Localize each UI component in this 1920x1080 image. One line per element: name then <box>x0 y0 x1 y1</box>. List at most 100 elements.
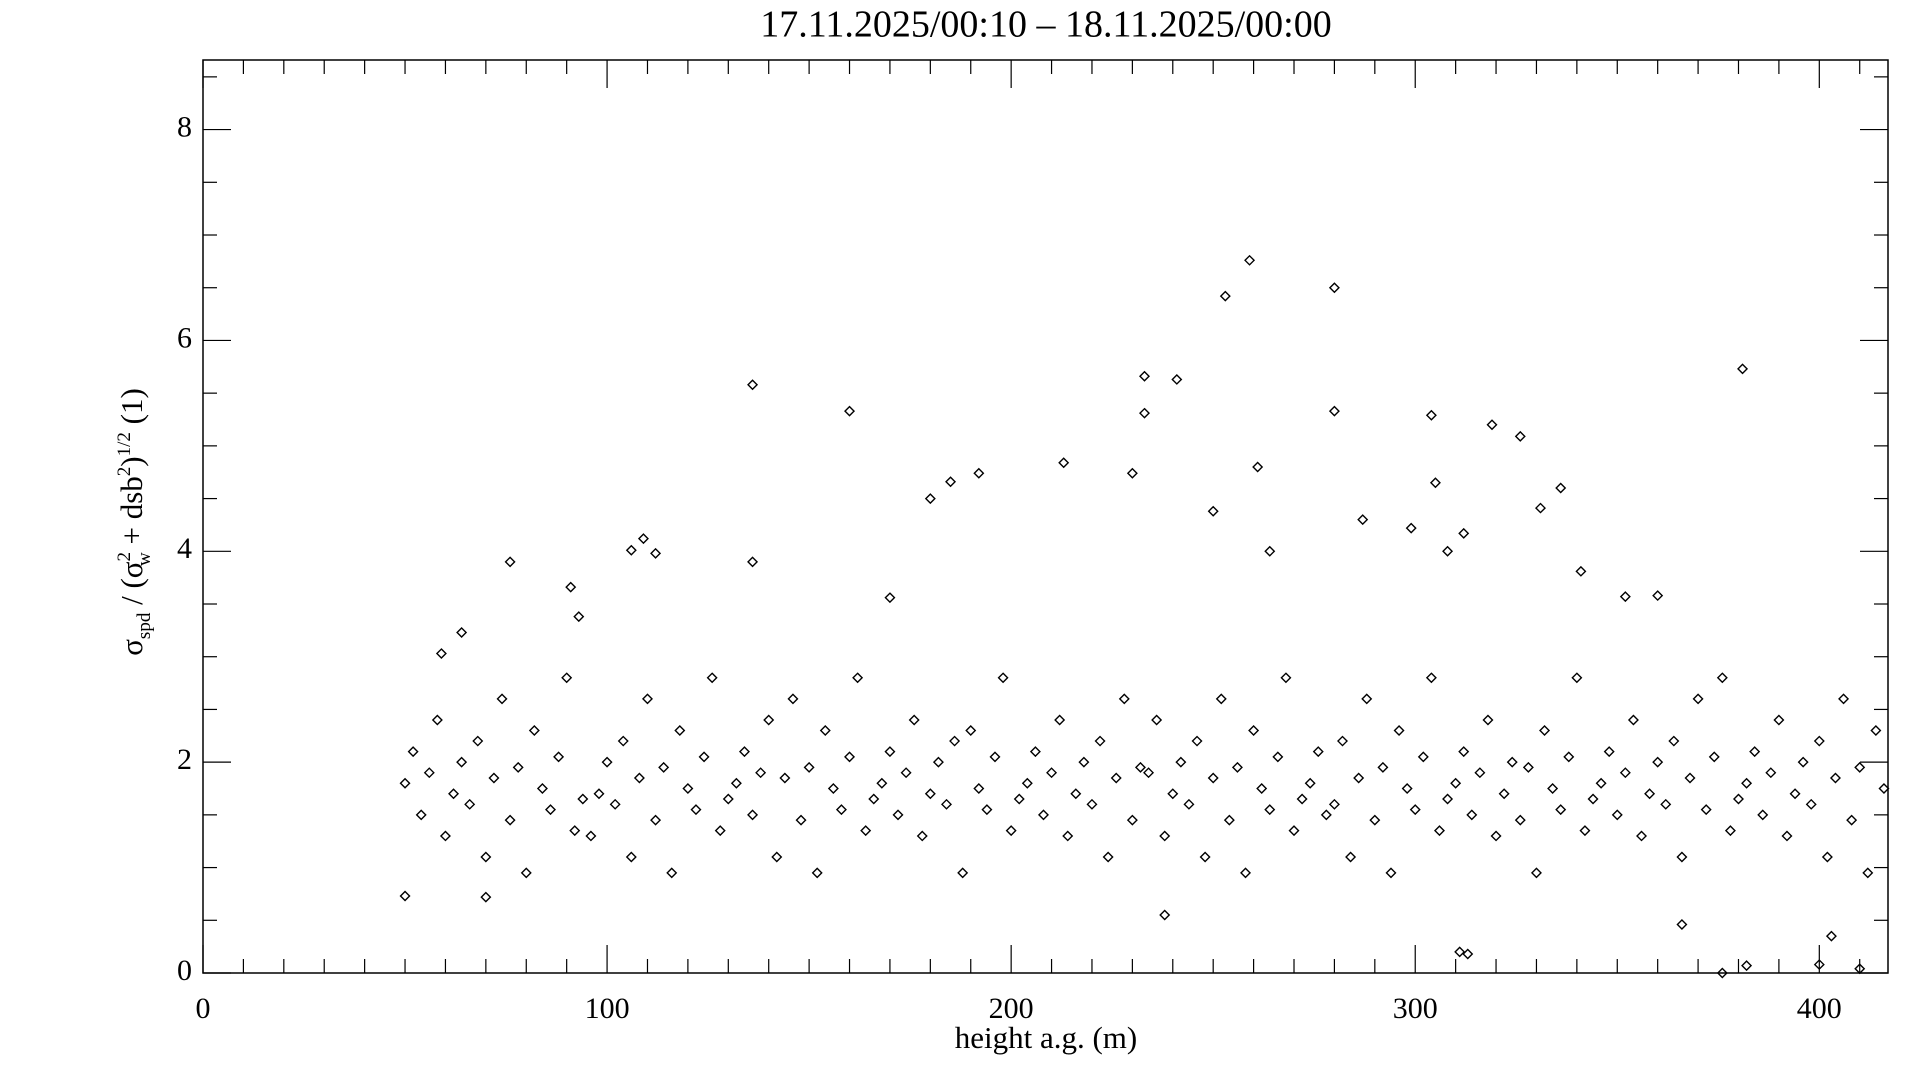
point <box>625 544 637 556</box>
point <box>1058 457 1070 469</box>
y-label-part: 1/2 <box>114 432 135 456</box>
point <box>698 751 710 763</box>
point <box>1627 714 1639 726</box>
point <box>1094 735 1106 747</box>
point <box>1078 756 1090 768</box>
point <box>1482 714 1494 726</box>
point <box>1825 930 1837 942</box>
point <box>730 777 742 789</box>
point <box>941 798 952 810</box>
point <box>945 476 957 488</box>
point <box>1215 693 1227 705</box>
point <box>1716 967 1728 979</box>
point <box>625 851 637 863</box>
point <box>1328 282 1340 294</box>
point <box>1046 767 1058 779</box>
point <box>949 735 961 747</box>
point <box>1037 809 1049 821</box>
point <box>989 751 1001 763</box>
x-tick-label: 0 <box>196 992 211 1025</box>
point <box>1571 672 1583 684</box>
point <box>1458 746 1470 758</box>
point <box>496 693 508 705</box>
point <box>666 867 678 879</box>
point <box>504 814 516 826</box>
point <box>1272 751 1284 763</box>
y-label-part: w <box>134 552 155 566</box>
point <box>472 735 484 747</box>
point <box>641 693 653 705</box>
point <box>1159 830 1171 842</box>
point <box>1684 772 1696 784</box>
point <box>1151 714 1163 726</box>
point <box>1749 746 1761 758</box>
point <box>1417 751 1429 763</box>
point <box>1401 783 1413 794</box>
point <box>1385 867 1397 879</box>
point <box>488 772 500 784</box>
point <box>1724 825 1736 837</box>
point <box>1700 804 1712 816</box>
point <box>569 825 581 837</box>
x-tick-label: 100 <box>585 992 630 1025</box>
point <box>1450 777 1462 789</box>
point <box>1175 756 1187 768</box>
point <box>565 581 577 593</box>
point <box>1296 793 1308 805</box>
y-axis-label: σspd / (σ2w + dsb2)1/2 (1) <box>114 388 155 656</box>
point <box>997 672 1009 684</box>
point <box>1167 788 1179 800</box>
x-tick-label: 200 <box>989 992 1034 1025</box>
point <box>415 809 427 821</box>
point <box>601 756 613 768</box>
point <box>1429 477 1441 489</box>
point <box>1522 761 1534 773</box>
point <box>819 725 831 737</box>
point <box>456 756 468 768</box>
point <box>1462 948 1474 960</box>
point <box>965 725 977 737</box>
point <box>1264 545 1276 557</box>
point <box>1603 746 1615 758</box>
point <box>1361 693 1373 705</box>
point <box>835 804 847 816</box>
point <box>981 804 993 816</box>
point <box>1248 725 1260 737</box>
point <box>1433 825 1445 837</box>
point <box>633 772 645 784</box>
point <box>1737 363 1749 375</box>
point <box>924 788 936 800</box>
point <box>1021 777 1033 789</box>
point <box>1207 505 1219 517</box>
point <box>1555 804 1567 816</box>
y-tick-label: 4 <box>177 532 192 565</box>
point <box>884 592 896 604</box>
point <box>706 672 718 684</box>
point <box>1409 804 1421 816</box>
point <box>585 830 597 842</box>
point <box>456 626 468 638</box>
point <box>1498 788 1510 800</box>
y-label-part: + dsb <box>114 476 149 552</box>
point <box>1595 777 1607 789</box>
point <box>423 767 435 779</box>
point <box>1442 545 1454 557</box>
point <box>1652 590 1664 602</box>
point <box>1846 814 1858 826</box>
point <box>860 825 872 837</box>
point <box>1369 814 1381 826</box>
y-tick-label: 2 <box>177 743 192 776</box>
point <box>1506 756 1518 768</box>
point <box>1676 851 1688 863</box>
point <box>1829 772 1841 784</box>
point <box>1474 767 1486 779</box>
point <box>1393 725 1405 737</box>
point <box>1304 777 1316 789</box>
point <box>1357 514 1369 526</box>
point <box>1644 788 1656 800</box>
x-tick-label: 300 <box>1393 992 1438 1025</box>
point <box>973 467 985 479</box>
plot-frame <box>202 59 1889 974</box>
point <box>1692 693 1704 705</box>
point <box>520 867 532 879</box>
